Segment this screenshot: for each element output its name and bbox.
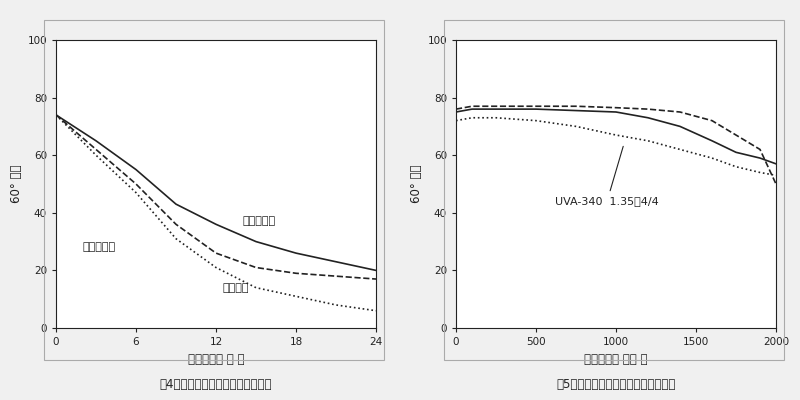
Text: 俄亥俄州: 俄亥俄州 xyxy=(222,282,249,292)
X-axis label: 曝晒时间（ 小时 ）: 曝晒时间（ 小时 ） xyxy=(584,352,648,366)
X-axis label: 曝晒时间（ 月 ）: 曝晒时间（ 月 ） xyxy=(188,352,244,366)
Text: 亚利桑那州: 亚利桑那州 xyxy=(242,216,276,226)
Text: 佛罗里达州: 佛罗里达州 xyxy=(82,242,116,252)
Text: 图5－乙烯基聚合物薄膜、实验室老化: 图5－乙烯基聚合物薄膜、实验室老化 xyxy=(556,378,676,391)
Y-axis label: 60° 光泽: 60° 光泽 xyxy=(410,165,423,203)
Text: UVA-340  1.35，4/4: UVA-340 1.35，4/4 xyxy=(555,146,659,206)
Y-axis label: 60° 光泽: 60° 光泽 xyxy=(10,165,23,203)
Text: 图4－乙烯基聚合物薄膜、户外老化: 图4－乙烯基聚合物薄膜、户外老化 xyxy=(160,378,272,391)
